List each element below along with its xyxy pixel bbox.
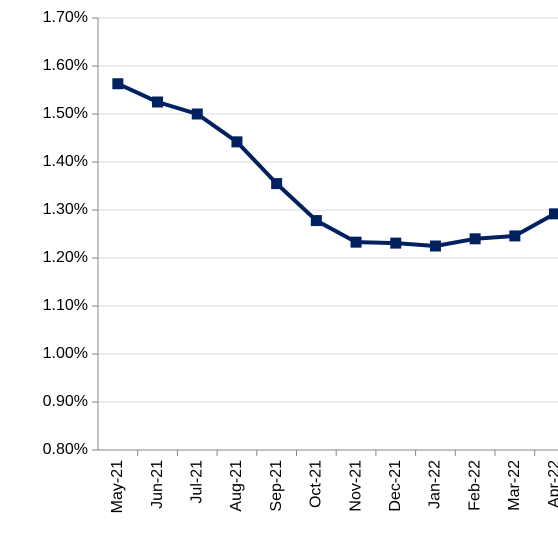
marker [310, 215, 322, 227]
marker [429, 240, 441, 252]
marker [191, 108, 203, 120]
marker [271, 178, 283, 190]
marker [390, 237, 402, 249]
y-tick-label: 1.00% [43, 345, 88, 362]
x-tick-label: Nov-21 [347, 460, 364, 512]
x-tick-label: Feb-22 [466, 460, 483, 511]
marker [350, 236, 362, 248]
x-tick-label: Aug-21 [228, 460, 245, 512]
x-tick-label: Sep-21 [268, 460, 285, 512]
marker [152, 96, 164, 108]
y-tick-label: 1.70% [43, 9, 88, 26]
marker [469, 233, 481, 245]
y-tick-label: 1.10% [43, 297, 88, 314]
marker [112, 78, 124, 90]
x-tick-label: Jan-22 [427, 460, 444, 509]
y-tick-label: 1.20% [43, 249, 88, 266]
x-tick-label: Jul-21 [188, 460, 205, 504]
y-tick-label: 0.90% [43, 393, 88, 410]
x-tick-label: Apr-22 [546, 460, 558, 508]
y-tick-label: 1.60% [43, 57, 88, 74]
x-tick-label: Oct-21 [308, 460, 325, 508]
x-tick-label: May-21 [109, 460, 126, 513]
marker [549, 208, 558, 220]
y-tick-label: 1.30% [43, 201, 88, 218]
x-tick-label: Dec-21 [387, 460, 404, 512]
y-tick-label: 1.50% [43, 105, 88, 122]
marker [509, 230, 521, 242]
marker [231, 136, 243, 148]
y-tick-label: 0.80% [43, 441, 88, 458]
y-tick-label: 1.40% [43, 153, 88, 170]
x-tick-label: Jun-21 [149, 460, 166, 509]
line [117, 81, 556, 248]
x-tick-label: Mar-22 [506, 460, 523, 511]
